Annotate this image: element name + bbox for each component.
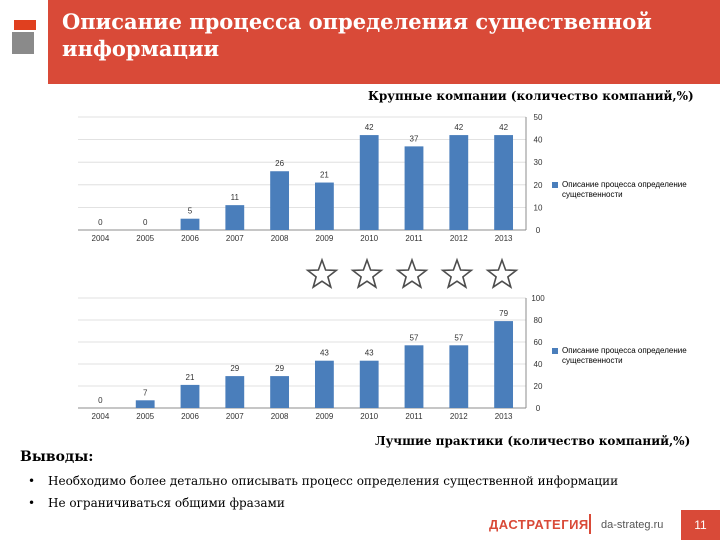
- x-tick-label: 2008: [271, 412, 289, 421]
- data-label: 0: [98, 396, 103, 405]
- conclusion-item-text: Необходимо более детально описывать проц…: [48, 474, 619, 488]
- chart-1-bar-2011: [404, 146, 424, 230]
- x-tick-label: 2013: [495, 412, 513, 421]
- data-label: 29: [275, 364, 284, 373]
- chart-2-legend: Описание процесса определение существенн…: [552, 346, 712, 370]
- data-label: 37: [410, 134, 419, 143]
- chart-1-legend: Описание процесса определение существенн…: [552, 180, 712, 204]
- conclusion-item: • Необходимо более детально описывать пр…: [28, 474, 708, 490]
- star-icon: [350, 257, 384, 289]
- x-tick-label: 2012: [450, 412, 468, 421]
- chart-1-bar-2012: [449, 135, 469, 230]
- y-tick-label: 80: [534, 316, 543, 325]
- chart-2-bar-2010: [359, 360, 379, 408]
- data-label: 21: [320, 171, 329, 180]
- data-label: 43: [365, 349, 374, 358]
- star-icon: [395, 257, 429, 289]
- star-icon: [485, 257, 519, 289]
- data-label: 26: [275, 159, 284, 168]
- chart-1-bar-2010: [359, 135, 379, 230]
- chart-2-bar-2012: [449, 345, 469, 408]
- x-tick-label: 2004: [92, 412, 110, 421]
- x-tick-label: 2004: [92, 234, 110, 243]
- star-icon: [305, 257, 339, 289]
- y-tick-label: 10: [534, 203, 543, 212]
- chart-2-bar-2008: [270, 376, 290, 408]
- footer-separator: [589, 514, 591, 534]
- x-tick-label: 2012: [450, 234, 468, 243]
- y-tick-label: 0: [536, 404, 541, 413]
- data-label: 42: [365, 123, 374, 132]
- y-tick-label: 40: [534, 360, 543, 369]
- chart-2-bar-2009: [314, 360, 334, 408]
- y-tick-label: 60: [534, 338, 543, 347]
- chart-2-bar-2005: [135, 400, 155, 408]
- y-tick-label: 20: [534, 382, 543, 391]
- x-tick-label: 2008: [271, 234, 289, 243]
- header-bar: [48, 0, 720, 84]
- y-tick-label: 20: [534, 181, 543, 190]
- y-tick-label: 100: [531, 294, 545, 303]
- chart-2-bar-2006: [180, 384, 200, 408]
- conclusion-item: • Не ограничиваться общими фразами: [28, 496, 708, 512]
- data-label: 5: [188, 207, 193, 216]
- data-label: 0: [143, 218, 148, 227]
- star-icon: [440, 257, 474, 289]
- chart-2-legend-swatch: [552, 348, 558, 354]
- chart-1-bar-2006: [180, 218, 200, 230]
- y-tick-label: 50: [534, 113, 543, 122]
- chart-1-bar-2013: [494, 135, 514, 230]
- data-label: 29: [230, 364, 239, 373]
- data-label: 57: [454, 333, 463, 342]
- x-tick-label: 2005: [136, 412, 154, 421]
- conclusion-item-text: Не ограничиваться общими фразами: [48, 496, 285, 510]
- corner-logo-gray-square: [10, 30, 36, 56]
- data-label: 0: [98, 218, 103, 227]
- x-tick-label: 2013: [495, 234, 513, 243]
- data-label: 42: [454, 123, 463, 132]
- x-tick-label: 2009: [316, 234, 334, 243]
- data-label: 57: [410, 333, 419, 342]
- chart-2-bar-2011: [404, 345, 424, 408]
- chart-2-bar-2013: [494, 321, 514, 408]
- chart-1-legend-label: Описание процесса определение существенн…: [562, 180, 687, 199]
- data-label: 42: [499, 123, 508, 132]
- x-tick-label: 2006: [181, 412, 199, 421]
- bullet-marker: •: [28, 496, 36, 510]
- y-tick-label: 40: [534, 136, 543, 145]
- data-label: 11: [231, 193, 240, 202]
- data-label: 79: [499, 309, 508, 318]
- y-tick-label: 0: [536, 226, 541, 235]
- conclusions-title: Выводы:: [20, 449, 94, 465]
- page-title: Описание процесса определения существенн…: [62, 9, 652, 61]
- chart-1-bar-2007: [225, 205, 245, 230]
- page-number: 11: [681, 510, 720, 540]
- x-tick-label: 2007: [226, 234, 244, 243]
- chart-1-bar-2008: [270, 171, 290, 230]
- y-tick-label: 30: [534, 158, 543, 167]
- x-tick-label: 2006: [181, 234, 199, 243]
- footer-url[interactable]: da-strateg.ru: [601, 519, 664, 531]
- bullet-marker: •: [28, 474, 36, 488]
- x-tick-label: 2011: [405, 412, 423, 421]
- x-tick-label: 2007: [226, 412, 244, 421]
- x-tick-label: 2010: [360, 412, 378, 421]
- chart-2-bar-2007: [225, 376, 245, 408]
- data-label: 21: [186, 373, 195, 382]
- x-tick-label: 2010: [360, 234, 378, 243]
- footer-logo: ДАСТРАТЕГИЯ: [489, 517, 589, 532]
- data-label: 43: [320, 349, 329, 358]
- chart-2-legend-label: Описание процесса определение существенн…: [562, 346, 687, 365]
- data-label: 7: [143, 388, 148, 397]
- chart-2-title: Лучшие практики (количество компаний,%): [375, 434, 691, 448]
- chart-1-bar-2009: [314, 182, 334, 230]
- x-tick-label: 2005: [136, 234, 154, 243]
- x-tick-label: 2011: [405, 234, 423, 243]
- x-tick-label: 2009: [316, 412, 334, 421]
- chart-1-legend-swatch: [552, 182, 558, 188]
- chart-1-title: Крупные компании (количество компаний,%): [368, 89, 694, 103]
